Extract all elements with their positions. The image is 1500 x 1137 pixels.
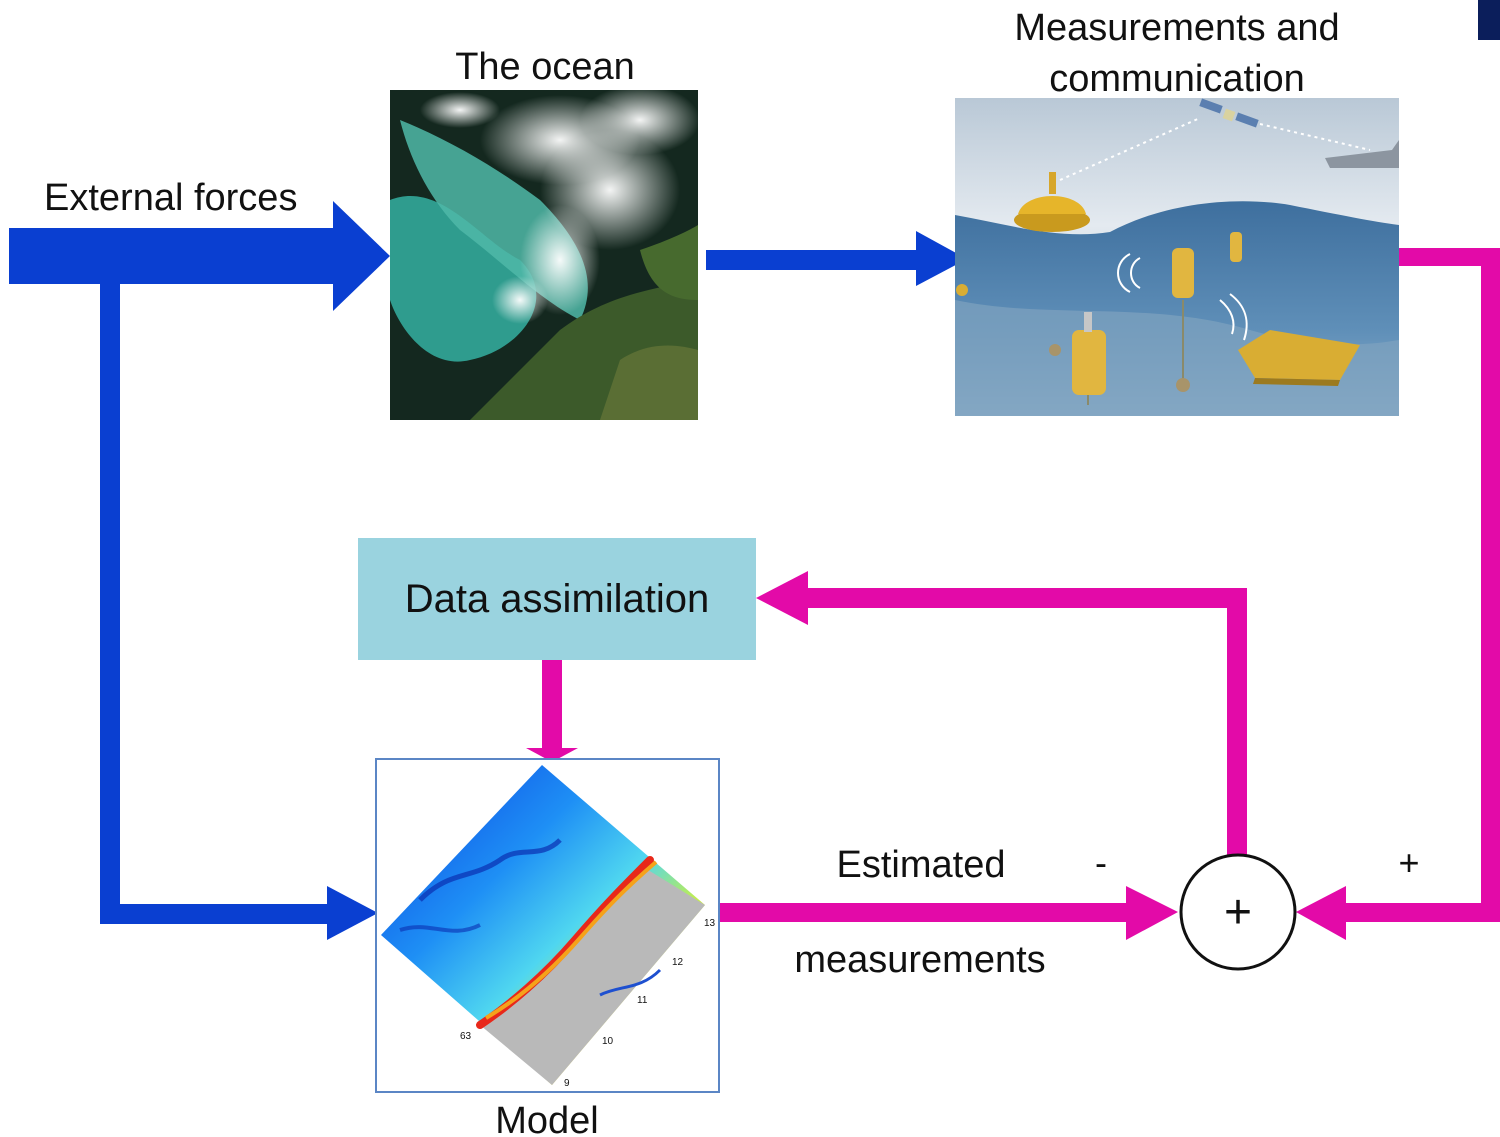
map-tick-13: 13	[704, 918, 716, 929]
summation-symbol: +	[1224, 886, 1252, 939]
seafloor-lander-icon	[1238, 330, 1360, 386]
corner-mark	[1478, 0, 1500, 40]
the-ocean-label: The ocean	[455, 46, 635, 88]
model-map	[381, 765, 705, 1085]
measurements-label: measurements	[794, 939, 1045, 981]
map-tick-9: 9	[564, 1078, 570, 1089]
plus-sign: +	[1398, 842, 1419, 883]
mooring-2-icon	[1072, 312, 1106, 405]
ocean-to-measurements-arrow	[706, 231, 967, 286]
satellite-icon	[1199, 98, 1259, 128]
external-forces-label: External forces	[44, 177, 297, 219]
assimilation-to-model-arrow	[526, 660, 578, 762]
data-assimilation-box	[358, 538, 756, 660]
innovation-to-assimilation-arrow	[756, 571, 1247, 861]
surface-buoy-icon	[1014, 172, 1090, 232]
map-tick-11: 11	[637, 995, 648, 1006]
forcing-to-model-arrow	[100, 284, 378, 940]
model-panel: 13 12 11 10 9 63	[375, 758, 720, 1093]
mooring-1-icon	[1172, 248, 1194, 390]
observations-arrow	[1296, 248, 1500, 940]
estimated-measurements-arrow	[718, 886, 1178, 940]
map-tick-12: 12	[672, 957, 684, 968]
ship-icon	[1325, 140, 1399, 168]
measurements-label-line1: Measurements and	[1014, 7, 1339, 49]
map-tick-10: 10	[602, 1036, 614, 1047]
estimated-label: Estimated	[837, 844, 1006, 886]
ocean-satellite-image	[390, 85, 700, 420]
mooring-3-icon	[1230, 232, 1242, 262]
summation-node	[1179, 853, 1297, 971]
model-label: Model	[495, 1100, 599, 1137]
measurements-illustration	[955, 98, 1399, 416]
minus-sign: -	[1095, 842, 1107, 883]
external-forces-arrow	[9, 201, 390, 311]
measurements-label-line2: communication	[1049, 58, 1305, 100]
data-assimilation-label: Data assimilation	[405, 577, 710, 621]
map-tick-63: 63	[460, 1031, 472, 1042]
